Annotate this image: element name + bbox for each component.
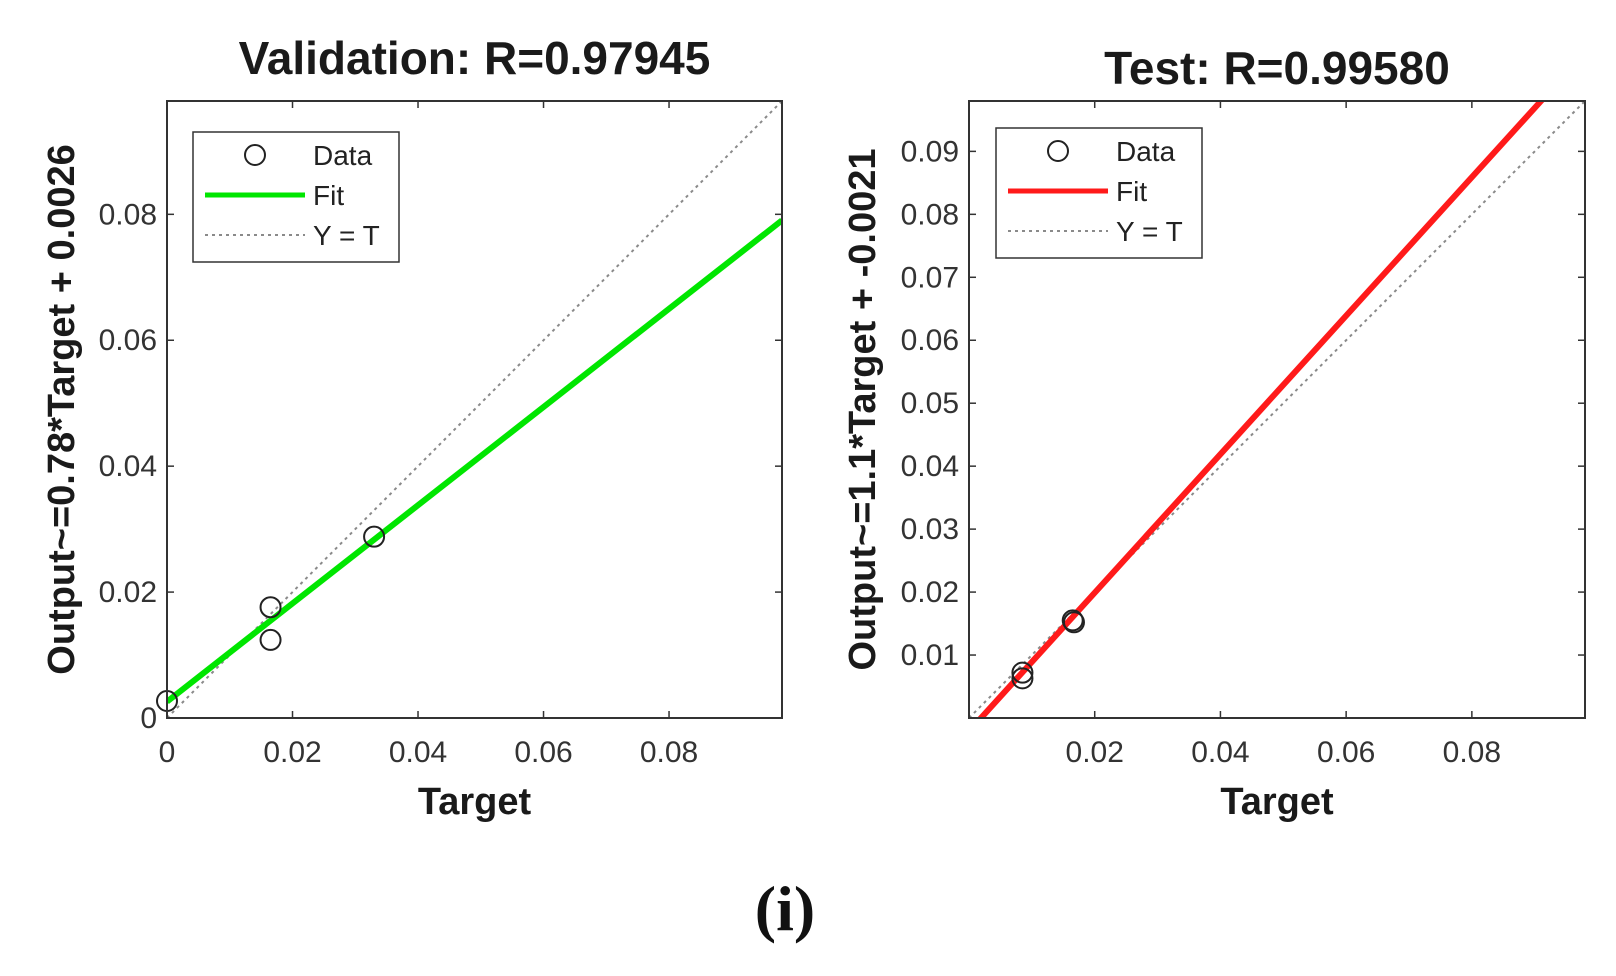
test-y-tick-label: 0.02: [901, 576, 959, 609]
test-x-tick-label: 0.02: [1066, 736, 1124, 769]
validation-y-axis-label: Output~=0.78*Target + 0.0026: [41, 144, 83, 674]
validation-x-tick-label: 0.08: [640, 736, 698, 769]
validation-identity-line: [167, 101, 782, 718]
test-y-tick-label: 0.09: [901, 135, 959, 168]
validation-y-tick-label: 0.04: [99, 450, 157, 483]
test-y-axis-label: Output~=1.1*Target + -0.0021: [842, 149, 884, 671]
test-plot-frame: [968, 100, 1586, 719]
validation-plot-frame: [166, 100, 783, 719]
test-x-tick-label: 0.08: [1443, 736, 1501, 769]
figure-caption: (i): [755, 873, 815, 944]
validation-legend-data-marker: [244, 144, 266, 166]
test-y-tick-label: 0.03: [901, 513, 959, 546]
validation-x-tick-label: 0.06: [514, 736, 572, 769]
validation-legend-label: Data: [313, 140, 373, 171]
test-fit-line: [976, 101, 1546, 718]
validation-y-tick-label: 0: [140, 702, 157, 735]
test-legend-data-marker: [1047, 140, 1069, 162]
test-chart-title: Test: R=0.99580: [1104, 42, 1450, 94]
test-data-point: [1061, 609, 1084, 632]
validation-y-tick-label: 0.02: [99, 576, 157, 609]
test-legend-label: Y = T: [1116, 216, 1183, 247]
validation-legend-label: Fit: [313, 180, 344, 211]
test-y-tick-label: 0.05: [901, 387, 959, 420]
test-x-axis-label: Target: [1220, 781, 1334, 823]
test-legend-label: Fit: [1116, 176, 1147, 207]
test-y-tick-label: 0.01: [901, 639, 959, 672]
validation-legend-label: Y = T: [313, 220, 380, 251]
test-legend: Data Fit Y = T: [995, 127, 1203, 259]
test-y-tick-label: 0.04: [901, 450, 959, 483]
test-chart: Test: R=0.99580 0.02 0.04 0.06 0.08 0.01 0.02 0…: [842, 42, 1586, 823]
test-legend-label: Data: [1116, 136, 1176, 167]
validation-y-tick-label: 0.06: [99, 324, 157, 357]
validation-x-tick-label: 0.02: [263, 736, 321, 769]
validation-legend: Data Fit Y = T: [192, 131, 400, 263]
test-x-tick-label: 0.06: [1317, 736, 1375, 769]
test-y-tick-label: 0.06: [901, 324, 959, 357]
validation-chart: Validation: R=0.97945 0 0.02 0.04 0.06 0.08 0 0…: [41, 32, 783, 823]
test-data-point: [1011, 661, 1034, 684]
validation-x-tick-label: 0.04: [389, 736, 447, 769]
validation-x-axis-label: Target: [418, 781, 532, 823]
test-data-point: [1011, 667, 1034, 690]
validation-x-tick-label: 0: [159, 736, 176, 769]
validation-chart-title: Validation: R=0.97945: [239, 32, 711, 84]
test-x-tick-label: 0.04: [1191, 736, 1249, 769]
test-data-point: [1062, 611, 1085, 634]
test-identity-line: [969, 101, 1585, 718]
test-y-tick-label: 0.07: [901, 261, 959, 294]
validation-data-point: [259, 628, 282, 651]
validation-data-point: [259, 596, 282, 619]
validation-y-tick-label: 0.08: [99, 198, 157, 231]
validation-fit-line: [167, 218, 782, 704]
validation-data-point: [363, 525, 386, 548]
test-y-tick-label: 0.08: [901, 198, 959, 231]
